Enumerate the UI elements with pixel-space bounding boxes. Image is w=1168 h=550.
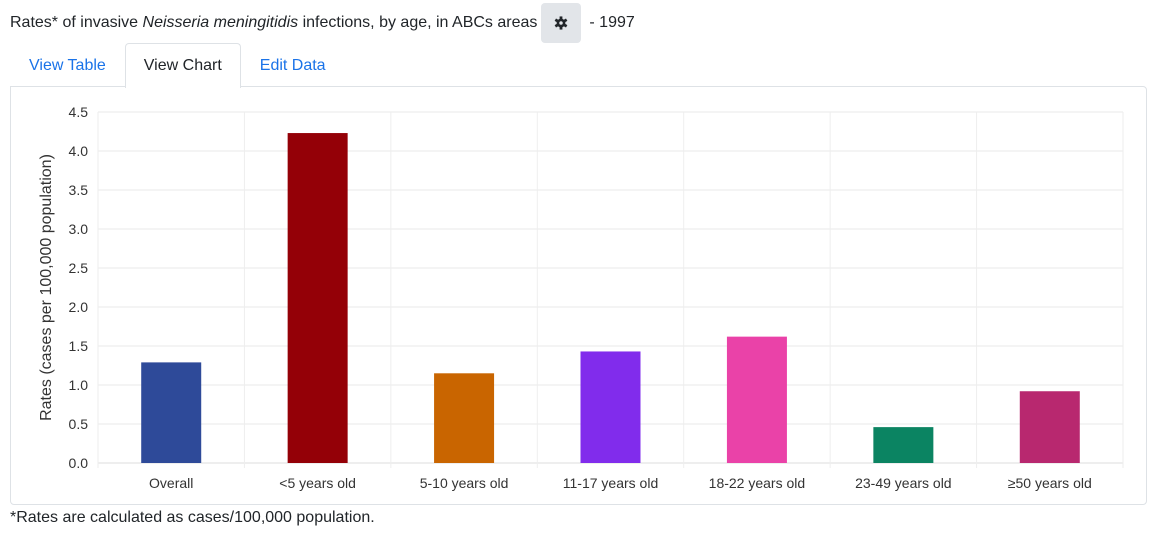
x-tick-label: 18-22 years old bbox=[709, 475, 806, 491]
settings-button[interactable] bbox=[541, 3, 582, 43]
bar-4 bbox=[726, 336, 787, 463]
footnote: *Rates are calculated as cases/100,000 p… bbox=[10, 509, 375, 526]
y-tick-label: 2.5 bbox=[69, 260, 89, 276]
title-text: Rates* of invasive bbox=[10, 14, 143, 31]
y-tick-label: 1.0 bbox=[69, 377, 89, 393]
title-text-rest: infections, by age, in ABCs areas bbox=[298, 14, 538, 31]
x-tick-label: 11-17 years old bbox=[563, 475, 658, 491]
y-tick-label: 3.5 bbox=[69, 182, 89, 198]
bar-5 bbox=[873, 427, 934, 463]
bar-chart: 0.0 0.5 1.0 1.5 2.0 2.5 3.0 3.5 4.0 4.5 Overall <5 … bbox=[38, 104, 1124, 491]
x-tick-label: 5-10 years old bbox=[420, 475, 509, 491]
tab-view-table[interactable]: View Table bbox=[29, 57, 106, 74]
title-year: - 1997 bbox=[589, 14, 635, 31]
title-organism: Neisseria meningitidis bbox=[142, 14, 299, 31]
tab-view-chart[interactable]: View Chart bbox=[124, 43, 241, 88]
bar-2 bbox=[434, 373, 495, 463]
y-axis-label: Rates (cases per 100,000 population) bbox=[38, 154, 55, 421]
tab-bar: View Table View Chart Edit Data bbox=[10, 43, 345, 88]
y-tick-label: 4.0 bbox=[69, 143, 89, 159]
y-tick-label: 4.5 bbox=[69, 104, 89, 120]
bar-3 bbox=[580, 351, 641, 463]
page-title: Rates* of invasive Neisseria meningitidi… bbox=[10, 3, 635, 43]
y-tick-label: 3.0 bbox=[69, 221, 89, 237]
tab-edit-data[interactable]: Edit Data bbox=[259, 57, 326, 74]
bar-1 bbox=[287, 133, 348, 463]
gear-icon bbox=[555, 16, 568, 30]
x-tick-label: <5 years old bbox=[279, 475, 356, 491]
y-tick-label: 0.5 bbox=[69, 416, 89, 432]
x-tick-label: ≥50 years old bbox=[1008, 475, 1092, 491]
bar-0 bbox=[141, 362, 202, 463]
y-tick-label: 2.0 bbox=[69, 299, 89, 315]
x-tick-label: 23-49 years old bbox=[855, 475, 952, 491]
y-tick-label: 0.0 bbox=[69, 455, 89, 471]
bar-6 bbox=[1019, 391, 1080, 463]
y-tick-label: 1.5 bbox=[69, 338, 89, 354]
chart-container: 0.0 0.5 1.0 1.5 2.0 2.5 3.0 3.5 4.0 4.5 Overall <5 … bbox=[10, 86, 1147, 505]
x-tick-label: Overall bbox=[149, 475, 193, 491]
